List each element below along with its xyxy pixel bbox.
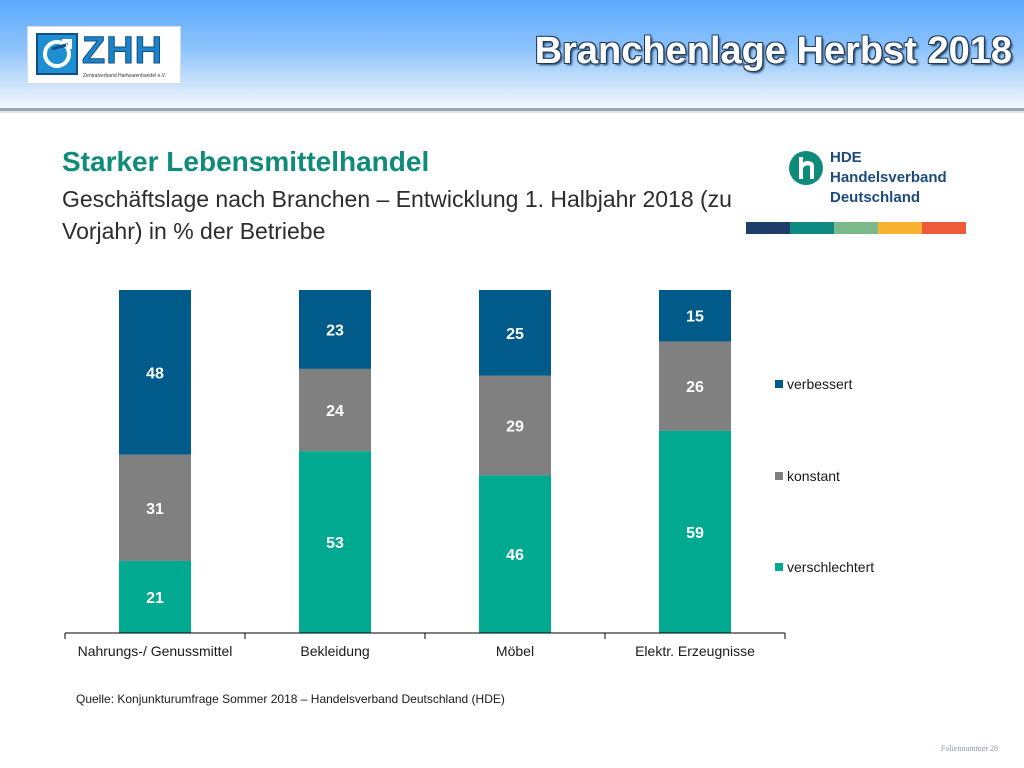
- slide-title: Branchenlage Herbst 2018: [534, 30, 1012, 72]
- data-label-verschlechtert-4: 59: [686, 525, 704, 542]
- category-label-1: Nahrungs-/ Genussmittel: [78, 643, 233, 659]
- bar-verbessert-3: [479, 290, 551, 376]
- hde-logo: HDE Handelsverband Deutschland: [746, 146, 966, 236]
- source-note: Quelle: Konjunkturumfrage Sommer 2018 – …: [76, 692, 505, 706]
- legend-swatch-verbessert: [775, 380, 783, 388]
- chart-subtitle: Geschäftslage nach Branchen – Entwicklun…: [62, 186, 732, 244]
- bar-verbessert-1: [119, 290, 191, 455]
- bar-konstant-3: [479, 375, 551, 476]
- data-label-verbessert-4: 15: [686, 309, 704, 326]
- legend-label-verschlechtert: verschlechtert: [787, 559, 874, 575]
- bar-verschlechtert-3: [479, 475, 551, 633]
- legend-label-konstant: konstant: [787, 468, 840, 484]
- hde-h-icon: [789, 151, 823, 185]
- zhh-logo: ZHH Zentralverband Hartwarenhandel e.V.: [27, 26, 181, 84]
- bar-konstant-1: [119, 454, 191, 561]
- zhh-logo-subtext: Zentralverband Hartwarenhandel e.V.: [83, 73, 166, 79]
- hde-stripe-3: [834, 222, 878, 234]
- zhh-logo-text: ZHH: [81, 30, 164, 73]
- legend-label-verbessert: verbessert: [787, 376, 852, 392]
- data-label-verschlechtert-3: 46: [506, 547, 524, 564]
- legend-swatch-konstant: [775, 472, 783, 480]
- bar-verbessert-2: [299, 290, 371, 369]
- hde-logo-line2: Handelsverband: [830, 169, 947, 186]
- hde-stripe-2: [790, 222, 834, 234]
- data-label-konstant-1: 31: [146, 501, 164, 518]
- slide-number: Foliennummer 28: [940, 744, 998, 753]
- hde-stripe-4: [878, 222, 922, 234]
- data-label-verbessert-2: 23: [326, 322, 344, 339]
- bar-verschlechtert-2: [299, 451, 371, 633]
- data-label-verbessert-3: 25: [506, 326, 524, 343]
- hde-logo-line1: HDE: [830, 149, 862, 166]
- hde-stripe-5: [922, 222, 966, 234]
- bar-verschlechtert-1: [119, 560, 191, 633]
- data-label-konstant-3: 29: [506, 418, 524, 435]
- header-divider-light: [0, 111, 1024, 113]
- data-label-konstant-4: 26: [686, 379, 704, 396]
- hde-logo-text: HDE Handelsverband Deutschland: [830, 148, 947, 208]
- bar-konstant-4: [659, 341, 731, 431]
- data-label-konstant-2: 24: [326, 403, 344, 420]
- bar-verbessert-4: [659, 290, 731, 342]
- bar-verschlechtert-4: [659, 430, 731, 633]
- data-label-verschlechtert-2: 53: [326, 535, 344, 552]
- category-label-2: Bekleidung: [300, 643, 369, 659]
- bar-konstant-2: [299, 368, 371, 452]
- header-divider: [0, 108, 1024, 111]
- data-label-verschlechtert-1: 21: [146, 590, 164, 607]
- category-label-4: Elektr. Erzeugnisse: [635, 643, 755, 659]
- data-label-verbessert-1: 48: [146, 365, 164, 382]
- chart-title: Starker Lebensmittelhandel: [62, 146, 430, 177]
- zhh-arrow-icon: [36, 33, 78, 75]
- hde-stripe-1: [746, 222, 790, 234]
- category-label-3: Möbel: [496, 643, 534, 659]
- legend-swatch-verschlechtert: [775, 563, 783, 571]
- hde-color-stripes: [746, 222, 966, 234]
- hde-logo-line3: Deutschland: [830, 189, 921, 206]
